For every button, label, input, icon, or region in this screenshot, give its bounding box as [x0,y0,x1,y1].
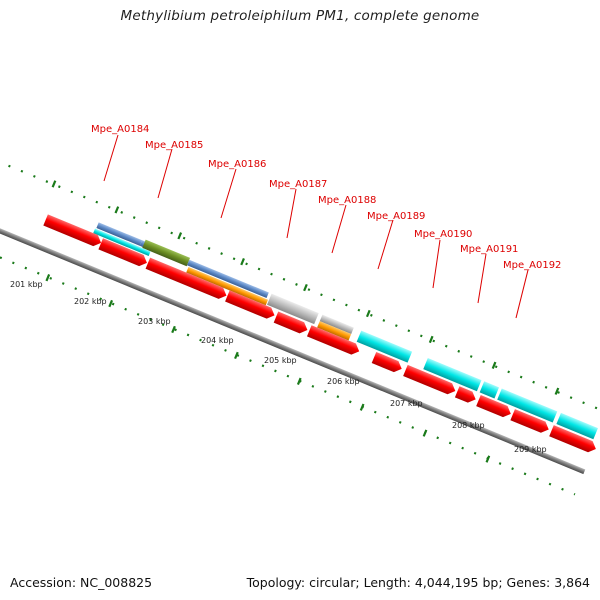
gene-label: Mpe_A0189 [367,211,425,222]
feature-steel-c [187,259,269,299]
gene-label-leaders [103,134,529,319]
inner-major-ticks [45,274,491,463]
gene-label: Mpe_A0186 [208,159,266,170]
kbp-label: 206 kbp [327,377,360,386]
cds-arrow [225,290,275,319]
cds-arrow [306,325,360,355]
gene-labels: Mpe_A0184 Mpe_A0185 Mpe_A0186 Mpe_A0187 … [91,124,561,271]
feature-orange-a [186,266,268,306]
kbp-label: 203 kbp [138,317,171,326]
cds-arrow [145,257,227,299]
gene-label: Mpe_A0191 [460,244,518,255]
cds-arrow [510,409,549,433]
cds-row [43,214,596,453]
outer-major-ticks [51,180,560,395]
genome-summary: Topology: circular; Length: 4,044,195 bp… [246,575,590,590]
kbp-label: 208 kbp [452,421,485,430]
feature-cyan-d [479,381,500,399]
kbp-label: 207 kbp [390,399,423,408]
cds-arrow [43,214,102,247]
gene-label: Mpe_A0184 [91,124,149,135]
feature-olive [142,239,191,267]
kbp-label: 202 kbp [74,297,107,306]
feature-cyan-f [556,412,598,440]
outer-tick-ring [0,133,600,415]
feature-grey-a [267,293,319,325]
feature-cyan-e [497,388,558,423]
cds-arrow [476,395,511,418]
kbp-labels: 201 kbp 202 kbp 203 kbp 204 kbp 205 kbp … [10,280,547,454]
feature-cyan-c [423,358,482,392]
feature-cyan-b [356,330,413,363]
cds-arrow [549,425,596,453]
kbp-label: 209 kbp [514,445,547,454]
cds-arrow [371,351,402,373]
cds-arrow [98,238,147,267]
feature-steel-a [96,222,143,246]
map-title: Methylibium petroleiphilum PM1, complete… [120,8,480,24]
kbp-label: 204 kbp [201,336,234,345]
feature-orange-b [317,321,352,341]
kbp-label: 201 kbp [10,280,43,289]
genome-track [0,133,600,496]
gene-label: Mpe_A0190 [414,229,472,240]
kbp-label: 205 kbp [264,356,297,365]
gene-label: Mpe_A0187 [269,179,327,190]
cds-arrow [454,386,476,403]
feature-grey-b [319,314,354,335]
gene-label: Mpe_A0185 [145,140,203,151]
accession-label: Accession: NC_008825 [10,575,153,590]
cds-arrow [273,311,308,334]
gene-label: Mpe_A0192 [503,260,561,271]
feature-cyan-a [93,228,151,256]
backbone [0,195,586,475]
gene-label: Mpe_A0188 [318,195,376,206]
cds-arrow [403,364,456,395]
